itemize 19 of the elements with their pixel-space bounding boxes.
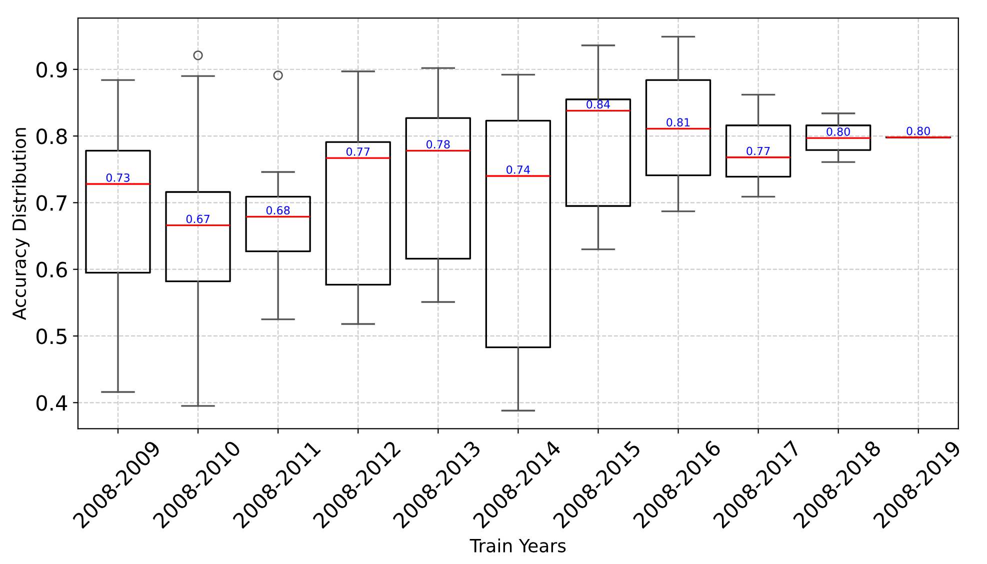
y-tick-label: 0.9 <box>36 62 67 78</box>
y-tick-label: 0.4 <box>36 395 68 411</box>
y-tick-label: 0.7 <box>36 195 66 211</box>
text: 0.67 <box>186 214 210 224</box>
text: 0.81 <box>666 118 690 127</box>
text: 0.68 <box>266 206 290 215</box>
text: 0.74 <box>506 165 530 174</box>
text: 0.80 <box>826 127 850 136</box>
text: 0.73 <box>106 173 130 182</box>
y-tick-label: 0.8 <box>36 128 67 144</box>
y-tick-label: 0.6 <box>36 262 67 278</box>
text: 0.78 <box>426 140 450 149</box>
text: 0.77 <box>346 147 370 156</box>
x-axis-title: Train Years <box>470 538 566 552</box>
text: 0.77 <box>746 146 770 156</box>
y-axis-title: Accuracy Distribution <box>12 128 30 320</box>
text: 0.84 <box>586 100 610 109</box>
text: 0.80 <box>906 126 930 136</box>
y-tick-label: 0.5 <box>36 328 66 344</box>
